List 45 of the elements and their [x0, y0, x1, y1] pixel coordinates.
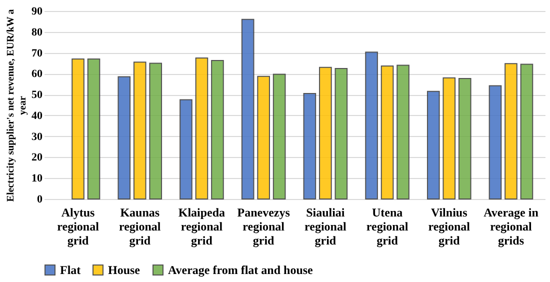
bar [195, 58, 208, 200]
y-tick-label: 40 [32, 110, 43, 122]
legend-label: Average from flat and house [168, 263, 314, 277]
bar [211, 60, 224, 200]
x-tick-label: Kaunas regional grid [118, 206, 162, 248]
bar [334, 68, 348, 200]
bar [504, 63, 518, 200]
bar [87, 58, 100, 200]
bar [118, 76, 131, 200]
bar [180, 99, 192, 200]
legend-label: Flat [60, 263, 81, 277]
x-tick-label: Average in regional grids [484, 206, 539, 248]
y-tick-label: 80 [32, 26, 43, 38]
bar [426, 90, 440, 200]
y-tick-label: 70 [32, 47, 43, 60]
y-tick-label: 30 [32, 130, 43, 143]
bar [133, 62, 146, 200]
x-tick-label: Utena regional grid [366, 206, 409, 248]
y-tick-label: 20 [32, 152, 43, 164]
y-tick-label: 10 [32, 172, 43, 185]
y-axis-title: Electricity supplier's net revenue, EUR/kW a year [6, 9, 28, 202]
bar [241, 18, 254, 200]
x-tick-label: Alytus regional grid [57, 206, 100, 248]
y-tick-label: 0 [37, 194, 43, 206]
bar [149, 62, 162, 200]
bar [319, 66, 332, 200]
bar [72, 58, 84, 200]
bar [442, 77, 456, 200]
bar [303, 93, 316, 200]
bar [380, 65, 394, 200]
bar [272, 74, 286, 200]
y-tick-label: 90 [32, 6, 43, 18]
bar [396, 64, 410, 200]
bar [458, 78, 472, 200]
x-tick-label: Panevezys regional grid [237, 206, 290, 248]
legend-label: House [108, 263, 141, 277]
bar [257, 76, 270, 200]
x-tick-label: Klaipeda regional grid [178, 206, 226, 248]
x-tick-label: Siauliai regional grid [304, 206, 347, 248]
bar [365, 52, 378, 200]
bar [488, 85, 502, 200]
x-tick-label: Vilnius regional grid [428, 206, 471, 248]
bar [520, 64, 534, 200]
y-tick-label: 50 [32, 89, 43, 102]
y-tick-label: 60 [32, 68, 43, 80]
